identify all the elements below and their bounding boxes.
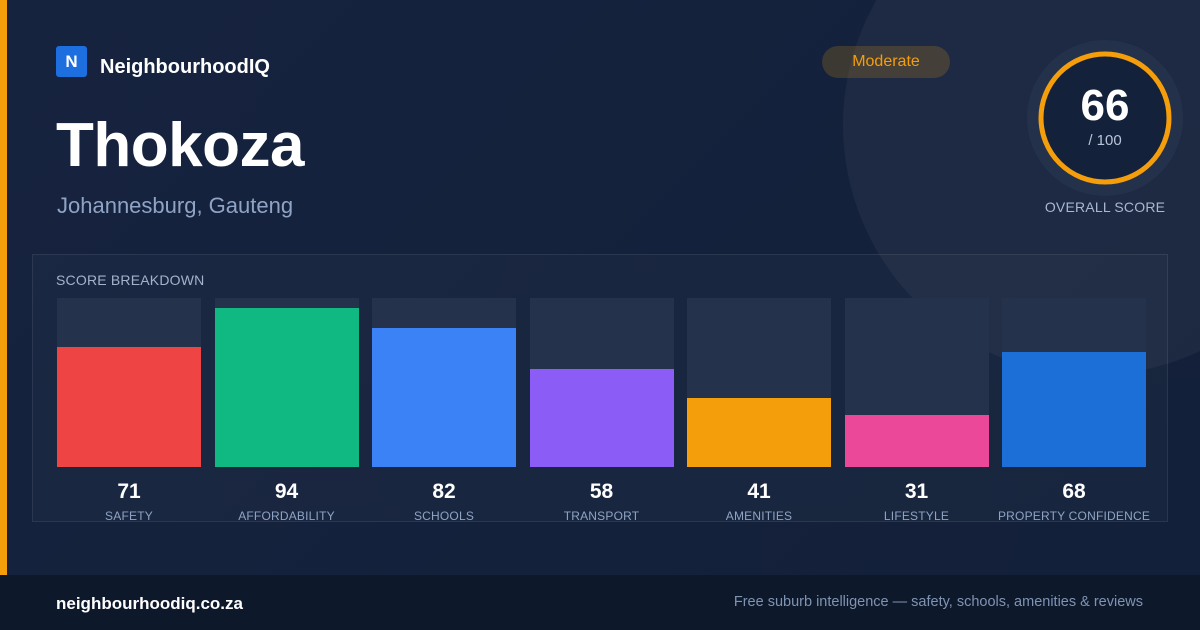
brand-name: NeighbourhoodIQ bbox=[100, 56, 270, 78]
rating-badge: Moderate bbox=[822, 46, 950, 78]
bar-track bbox=[687, 298, 831, 467]
footer-tagline: Free suburb intelligence — safety, schoo… bbox=[733, 594, 1143, 610]
bar-value: 31 bbox=[904, 480, 929, 503]
bar-transport bbox=[529, 369, 674, 467]
bar-track bbox=[1002, 298, 1146, 467]
score-bar-chart: 71 SAFETY 94 AFFORDABILITY 82 SCHOOLS 58 TRANSP… bbox=[33, 255, 1169, 523]
accent-bar bbox=[0, 0, 7, 575]
gauge-arc bbox=[1038, 51, 1172, 185]
footer-domain: neighbourhoodiq.co.za bbox=[56, 594, 243, 613]
bar-label: SCHOOLS bbox=[413, 509, 475, 523]
footer: neighbourhoodiq.co.za Free suburb intell… bbox=[0, 575, 1200, 630]
bar-value: 82 bbox=[432, 480, 456, 503]
bar-safety bbox=[57, 347, 201, 467]
bar-label: PROPERTY CONFIDENCE bbox=[997, 509, 1151, 523]
bar-value: 71 bbox=[117, 480, 141, 503]
bar-track bbox=[214, 298, 359, 467]
bar-track bbox=[372, 298, 516, 467]
bar-value: 58 bbox=[589, 480, 614, 503]
score-breakdown-panel: SCORE BREAKDOWN 71 SAFETY 94 AFFORDABILITY 8… bbox=[32, 254, 1169, 523]
logo-icon: N bbox=[56, 46, 87, 77]
bar-label: LIFESTYLE bbox=[883, 509, 950, 523]
bar-lifestyle bbox=[844, 415, 989, 467]
bar-track bbox=[57, 298, 201, 467]
bar-label: AFFORDABILITY bbox=[238, 509, 335, 523]
share-card: N NeighbourhoodIQ Thokoza Johannesburg, … bbox=[0, 0, 1200, 575]
bar-label: TRANSPORT bbox=[563, 509, 640, 523]
bar-amenities bbox=[687, 398, 831, 467]
bar-value: 68 bbox=[1062, 480, 1086, 503]
bar-label: SAFETY bbox=[105, 509, 153, 523]
bar-track bbox=[844, 298, 989, 467]
logo-letter: N bbox=[65, 51, 78, 71]
suburb-title: Thokoza bbox=[56, 111, 304, 180]
bar-value: 94 bbox=[274, 480, 299, 503]
overall-score-gauge: 66 / 100 bbox=[1027, 40, 1183, 196]
bar-affordability bbox=[214, 308, 359, 467]
bar-track bbox=[529, 298, 674, 467]
bar-schools bbox=[372, 328, 516, 467]
overall-score-label: OVERALL SCORE bbox=[1044, 199, 1166, 215]
bar-label: AMENITIES bbox=[725, 509, 793, 523]
overall-score-value: 66 bbox=[1080, 81, 1130, 130]
suburb-location: Johannesburg, Gauteng bbox=[57, 193, 294, 218]
bar-property-confidence bbox=[1002, 352, 1146, 467]
breakdown-title: SCORE BREAKDOWN bbox=[56, 272, 205, 288]
overall-score-max: / 100 bbox=[1088, 132, 1122, 149]
gauge-ring bbox=[1027, 40, 1183, 196]
bar-value: 41 bbox=[747, 480, 771, 503]
